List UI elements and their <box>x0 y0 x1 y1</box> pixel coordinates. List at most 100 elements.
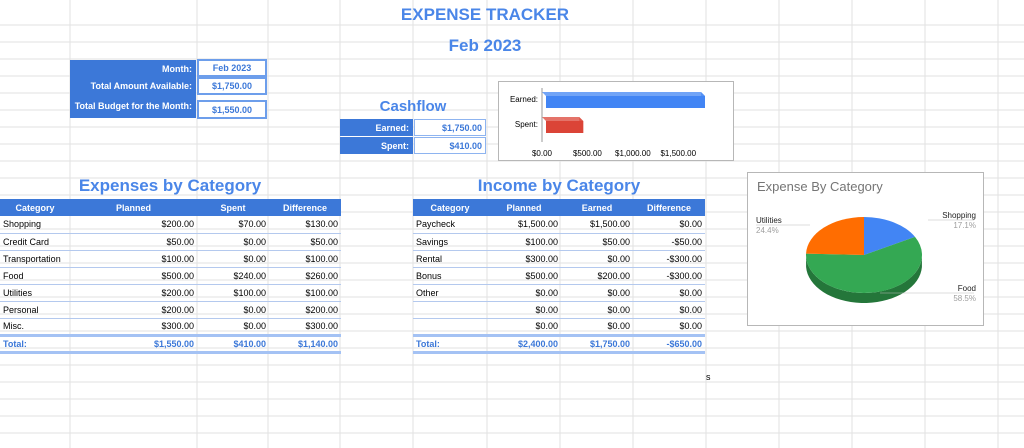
column-header[interactable]: Planned <box>487 199 561 216</box>
cashflow-bar-chart[interactable]: $0.00 $500.00 $1,000.00 $1,500.00 Earned: Spe… <box>498 81 734 161</box>
table-cell[interactable]: $240.00 <box>197 267 269 285</box>
bar-top-face <box>542 92 705 96</box>
table-cell[interactable]: $50.00 <box>269 233 341 251</box>
table-cell[interactable]: Personal <box>0 301 70 319</box>
table-cell[interactable]: $100.00 <box>197 284 269 302</box>
table-cell[interactable]: $500.00 <box>70 267 197 285</box>
table-cell[interactable]: $0.00 <box>561 284 633 302</box>
table-cell[interactable]: $500.00 <box>487 267 561 285</box>
table-cell[interactable]: $100.00 <box>487 233 561 251</box>
table-cell[interactable]: $1,500.00 <box>561 216 633 234</box>
table-cell[interactable]: $0.00 <box>197 233 269 251</box>
expenses-table: Category Planned Spent Difference Shopping $… <box>0 199 341 354</box>
table-cell[interactable]: Savings <box>413 233 487 251</box>
pie-slice-side <box>806 257 922 303</box>
table-cell[interactable]: Bonus <box>413 267 487 285</box>
table-row: $0.00 $0.00 $0.00 <box>413 301 705 319</box>
expense-pie-chart[interactable]: Expense By Category Shopping 17.1% Food 58.5… <box>747 172 984 326</box>
table-cell[interactable]: $300.00 <box>70 318 197 336</box>
month-value[interactable]: Feb 2023 <box>197 59 267 77</box>
table-cell[interactable] <box>413 318 487 336</box>
column-header[interactable]: Difference <box>269 199 341 216</box>
table-cell[interactable]: Transportation <box>0 250 70 268</box>
column-header[interactable]: Difference <box>633 199 705 216</box>
table-cell[interactable]: Utilities <box>0 284 70 302</box>
table-row: $0.00 $0.00 $0.00 <box>413 318 705 336</box>
budget-value[interactable]: $1,550.00 <box>197 100 267 119</box>
table-cell[interactable]: $200.00 <box>269 301 341 319</box>
table-cell[interactable]: $2,400.00 <box>487 333 561 354</box>
table-cell[interactable]: $50.00 <box>70 233 197 251</box>
table-cell[interactable]: $200.00 <box>70 301 197 319</box>
table-cell[interactable]: -$50.00 <box>633 233 705 251</box>
table-cell[interactable]: $70.00 <box>197 216 269 234</box>
table-cell[interactable]: -$650.00 <box>633 333 705 354</box>
column-header[interactable]: Planned <box>70 199 197 216</box>
table-cell[interactable]: $0.00 <box>633 284 705 302</box>
table-cell[interactable]: $0.00 <box>487 301 561 319</box>
stray-cell-text[interactable]: s <box>706 372 711 382</box>
table-cell[interactable]: $0.00 <box>561 301 633 319</box>
x-tick-label: $0.00 <box>532 149 553 158</box>
table-cell[interactable]: $100.00 <box>269 250 341 268</box>
table-cell[interactable]: $0.00 <box>197 318 269 336</box>
table-row: Rental $300.00 $0.00 -$300.00 <box>413 250 705 268</box>
table-cell[interactable]: $0.00 <box>633 318 705 336</box>
pie-slice[interactable] <box>806 236 922 293</box>
table-cell[interactable]: $100.00 <box>269 284 341 302</box>
table-cell[interactable]: $260.00 <box>269 267 341 285</box>
table-cell[interactable]: Shopping <box>0 216 70 234</box>
table-cell[interactable]: $300.00 <box>487 250 561 268</box>
slice-percent: 24.4% <box>756 226 779 235</box>
column-header[interactable]: Spent <box>197 199 269 216</box>
column-header[interactable]: Category <box>0 199 70 216</box>
slice-percent: 17.1% <box>953 221 976 230</box>
available-label: Total Amount Available: <box>70 77 196 94</box>
earned-value[interactable]: $1,750.00 <box>414 119 486 136</box>
table-cell[interactable]: Paycheck <box>413 216 487 234</box>
table-cell[interactable]: $200.00 <box>70 284 197 302</box>
table-cell[interactable]: Other <box>413 284 487 302</box>
table-cell[interactable]: Total: <box>0 333 70 354</box>
table-cell[interactable]: $1,750.00 <box>561 333 633 354</box>
budget-label: Total Budget for the Month: <box>70 94 196 118</box>
table-cell[interactable]: $410.00 <box>197 333 269 354</box>
bar[interactable] <box>546 96 705 108</box>
table-cell[interactable]: Food <box>0 267 70 285</box>
table-cell[interactable]: Rental <box>413 250 487 268</box>
table-cell[interactable]: $300.00 <box>269 318 341 336</box>
spent-value[interactable]: $410.00 <box>414 137 486 154</box>
table-cell[interactable]: $0.00 <box>561 250 633 268</box>
table-cell[interactable]: $200.00 <box>561 267 633 285</box>
table-cell[interactable] <box>413 301 487 319</box>
table-cell[interactable]: -$300.00 <box>633 267 705 285</box>
table-cell[interactable]: -$300.00 <box>633 250 705 268</box>
table-cell[interactable]: $200.00 <box>70 216 197 234</box>
table-cell[interactable]: $130.00 <box>269 216 341 234</box>
column-header[interactable]: Earned <box>561 199 633 216</box>
table-cell[interactable]: Credit Card <box>0 233 70 251</box>
table-cell[interactable]: $100.00 <box>70 250 197 268</box>
available-value[interactable]: $1,750.00 <box>197 77 267 95</box>
table-cell[interactable]: $50.00 <box>561 233 633 251</box>
table-cell[interactable]: Total: <box>413 333 487 354</box>
table-cell[interactable]: $0.00 <box>197 301 269 319</box>
total-row: Total: $1,550.00 $410.00 $1,140.00 <box>0 333 341 354</box>
table-cell[interactable]: $1,500.00 <box>487 216 561 234</box>
table-cell[interactable]: $0.00 <box>197 250 269 268</box>
table-cell[interactable]: $0.00 <box>487 284 561 302</box>
table-cell[interactable]: Misc. <box>0 318 70 336</box>
pie-slice[interactable] <box>806 217 864 255</box>
table-cell[interactable]: $0.00 <box>633 216 705 234</box>
table-cell[interactable]: $1,140.00 <box>269 333 341 354</box>
income-table: Category Planned Earned Difference Paycheck… <box>413 199 705 354</box>
table-cell[interactable]: $1,550.00 <box>70 333 197 354</box>
pie-slice[interactable] <box>864 217 916 255</box>
table-row: Misc. $300.00 $0.00 $300.00 <box>0 318 341 336</box>
table-cell[interactable]: $0.00 <box>633 301 705 319</box>
table-cell[interactable]: $0.00 <box>487 318 561 336</box>
bar[interactable] <box>546 121 584 133</box>
table-cell[interactable]: $0.00 <box>561 318 633 336</box>
column-header[interactable]: Category <box>413 199 487 216</box>
